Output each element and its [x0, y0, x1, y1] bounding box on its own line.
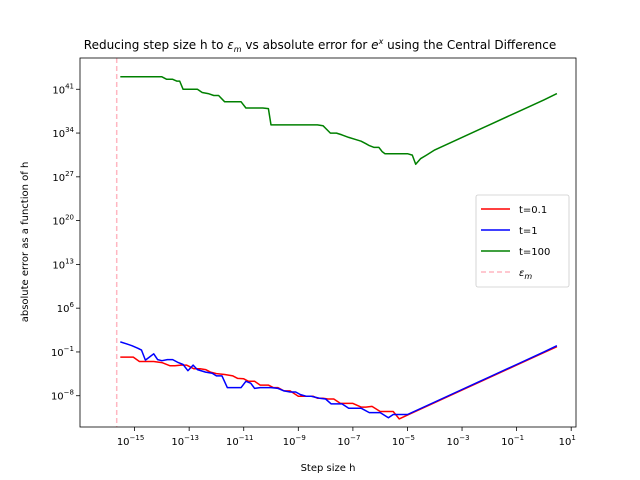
y-tick-label: 10−1: [51, 345, 74, 359]
x-tick-base: 10: [501, 437, 514, 448]
y-tick-exponent: −1: [64, 345, 74, 353]
legend-box: [475, 194, 570, 288]
y-axis-label: absolute error as a function of h: [20, 162, 31, 323]
y-tick-label: 1013: [52, 257, 74, 271]
plot-frame: [79, 57, 577, 428]
y-tick-label: 106: [57, 301, 75, 315]
x-tick-label: 10−5: [392, 434, 415, 448]
y-tick-label: 10−8: [51, 389, 74, 403]
title-epsilon-sub: m: [234, 45, 242, 54]
x-tick-base: 10: [117, 437, 130, 448]
x-tick-label: 10−13: [171, 434, 199, 448]
plot-area: 10−15 10−13 10−11 10−9 10−7 10−5 10−3 10−1 101 1…: [51, 57, 577, 448]
y-tick-label: 1034: [52, 126, 74, 140]
x-tick-exponent: 1: [571, 434, 575, 442]
x-tick-exponent: −13: [184, 434, 199, 442]
x-tick-base: 10: [283, 437, 296, 448]
x-tick-exponent: −11: [239, 434, 254, 442]
x-tick-base: 10: [337, 437, 350, 448]
y-tick-exponent: −8: [64, 389, 74, 397]
x-tick-label: 10−11: [226, 434, 254, 448]
y-tick-base: 10: [51, 392, 64, 403]
legend-label-eps: εm: [519, 268, 532, 281]
y-tick-base: 10: [57, 304, 70, 315]
y-tick-exponent: 27: [65, 170, 74, 178]
y-tick-base: 10: [52, 173, 65, 184]
y-tick-exponent: 13: [65, 257, 74, 265]
x-tick-base: 10: [392, 437, 405, 448]
x-tick-label: 10−9: [283, 434, 306, 448]
title-part-1: Reducing step size h to: [84, 38, 228, 52]
x-tick-exponent: −5: [405, 434, 415, 442]
y-tick-exponent: 41: [65, 82, 74, 90]
series-lines: [115, 58, 558, 427]
legend-eps-symbol: ε: [519, 268, 525, 279]
y-tick-base: 10: [52, 129, 65, 140]
x-tick-base: 10: [559, 437, 572, 448]
title-part-2: vs absolute error for: [242, 38, 372, 52]
title-part-3: using the Central Difference: [383, 38, 556, 52]
y-tick-base: 10: [52, 260, 65, 271]
y-tick-base: 10: [51, 348, 64, 359]
y-tick-exponent: 6: [70, 301, 75, 309]
x-axis-label: Step size h: [301, 463, 356, 474]
y-tick-base: 10: [52, 217, 65, 228]
x-tick-exponent: −9: [296, 434, 306, 442]
chart-title: Reducing step size h to εm vs absolute e…: [84, 37, 556, 54]
x-tick-exponent: −3: [459, 434, 469, 442]
legend-label-t01: t=0.1: [519, 205, 547, 216]
legend: t=0.1 t=1 t=100 εm: [475, 194, 570, 288]
x-tick-exponent: −7: [350, 434, 360, 442]
legend-eps-sub: m: [524, 272, 532, 281]
title-e: e: [371, 38, 378, 52]
y-tick-exponent: 20: [65, 214, 74, 222]
series-line-1: [120, 341, 558, 419]
x-tick-label: 10−1: [501, 434, 524, 448]
legend-label-t100: t=100: [519, 247, 550, 258]
x-tick-exponent: −1: [514, 434, 524, 442]
y-tick-label: 1020: [52, 214, 74, 228]
x-tick-label: 10−3: [447, 434, 470, 448]
x-tick-label: 101: [559, 434, 576, 448]
y-tick-label: 1027: [52, 170, 74, 184]
y-tick-exponent: 34: [65, 126, 74, 134]
x-tick-base: 10: [226, 437, 239, 448]
title-epsilon: ε: [227, 38, 234, 52]
x-tick-exponent: −15: [130, 434, 145, 442]
x-axis-ticks: 10−15 10−13 10−11 10−9 10−7 10−5 10−3 10−1 101: [117, 427, 576, 448]
x-tick-base: 10: [447, 437, 460, 448]
x-tick-label: 10−15: [117, 434, 145, 448]
series-line-2: [120, 76, 558, 166]
y-tick-base: 10: [52, 85, 65, 96]
x-tick-base: 10: [171, 437, 184, 448]
title-e-sup: x: [378, 37, 384, 46]
y-tick-label: 1041: [52, 82, 74, 96]
x-tick-label: 10−7: [337, 434, 360, 448]
legend-label-t1: t=1: [519, 226, 538, 237]
